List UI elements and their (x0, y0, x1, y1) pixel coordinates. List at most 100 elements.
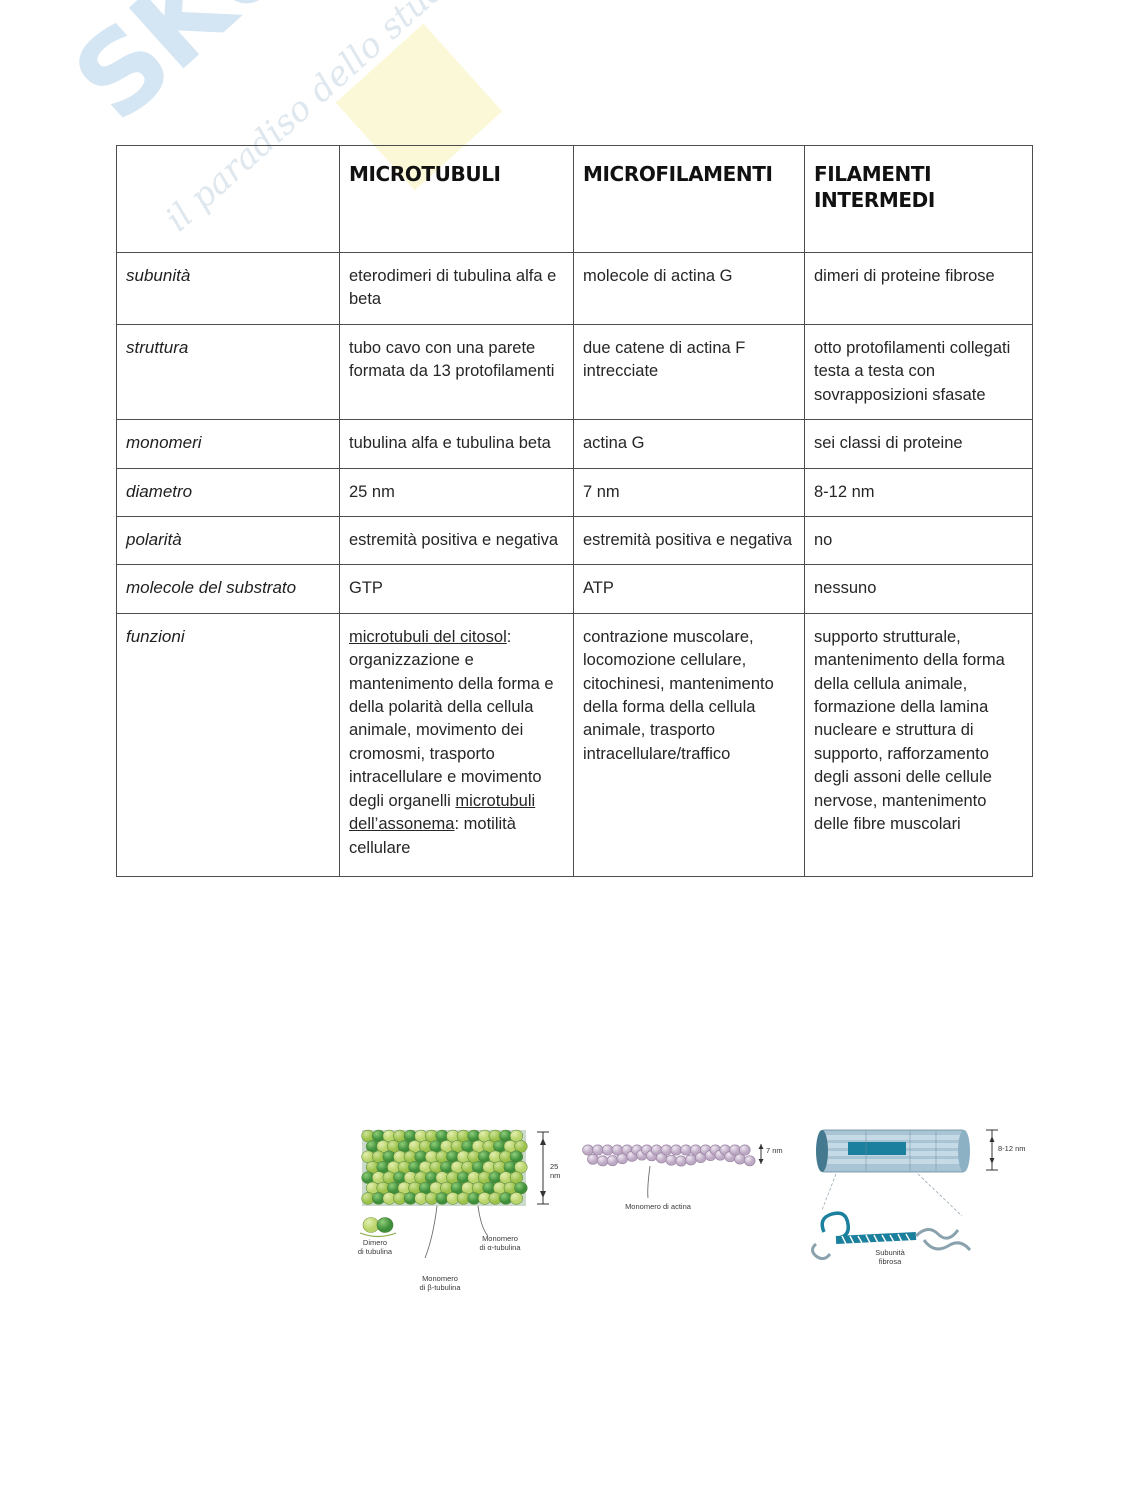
cell-underlined-term: microtubuli dell’assonema (349, 791, 536, 834)
table-header-row: MICROTUBULI MICROFILAMENTI FILAMENTI INT… (116, 145, 1033, 253)
cell-diametro-microfilamenti: 7 nm (573, 467, 805, 517)
microfilament-dimension-marker (758, 1144, 764, 1164)
cell-subunita-microtubuli: eterodimeri di tubulina alfa e beta (339, 252, 574, 325)
intermediate-dimension-marker (986, 1129, 998, 1171)
cell-text: eterodimeri di tubulina alfa e beta (349, 267, 557, 309)
intermediate-filament-illustration (811, 1129, 998, 1261)
row-label-text: funzioni (126, 626, 185, 646)
cell-substrato-microtubuli: GTP (339, 564, 574, 614)
cell-text: supporto strutturale, mantenimento della… (814, 627, 1005, 834)
fibrous-subunit-label: Subunità fibrosa (875, 1248, 905, 1267)
cell-text: otto protofilamenti collegati testa a te… (814, 338, 1011, 404)
cell-struttura-microtubuli: tubo cavo con una parete formata da 13 p… (339, 323, 574, 421)
cell-text: tubulina alfa e tubulina beta (349, 434, 551, 453)
table-row: diametro 25 nm 7 nm 8-12 nm (116, 467, 1033, 517)
microtubule-beta-monomer-label: Monomero di β-tubulina (419, 1274, 461, 1293)
microfilament-illustration (582, 1144, 764, 1199)
row-label-funzioni: funzioni (116, 612, 340, 878)
cell-monomeri-microtubuli: tubulina alfa e tubulina beta (339, 419, 574, 469)
cell-substrato-filamenti-intermedi: nessuno (804, 564, 1033, 614)
microtubule-illustration (359, 1129, 549, 1259)
cell-diametro-filamenti-intermedi: 8-12 nm (804, 467, 1033, 517)
row-label-subunita: subunità (116, 252, 340, 325)
watermark-brand-text: SKUOLA (50, 0, 498, 147)
header-label-filamenti-intermedi: FILAMENTI INTERMEDI (814, 162, 935, 213)
microfilament-dimension-label: 7 nm (766, 1146, 783, 1155)
intermediate-zoom-lines (821, 1173, 963, 1217)
cell-text: : organizzazione e mantenimento della fo… (349, 627, 554, 810)
header-cell-empty (116, 145, 340, 253)
cell-text: sei classi di proteine (814, 434, 963, 453)
microtubule-dimer-label: Dimero di tubulina (357, 1238, 393, 1257)
table-row: monomeri tubulina alfa e tubulina beta a… (116, 419, 1033, 469)
figures-row: 25 nm Dimero di tubulina Monomero di α-t… (116, 1122, 1032, 1322)
microtubule-dimension-marker (537, 1131, 549, 1205)
cell-struttura-filamenti-intermedi: otto protofilamenti collegati testa a te… (804, 323, 1033, 421)
row-label-text: subunità (126, 266, 191, 285)
fibrous-subunit-coil (811, 1211, 972, 1261)
cell-text: molecole di actina G (583, 267, 733, 285)
cell-text: due catene di actina F intrecciate (583, 338, 746, 381)
header-cell-microfilamenti: MICROFILAMENTI (573, 145, 805, 253)
table-row: funzioni microtubuli del citosol: organi… (116, 612, 1033, 878)
header-label-microtubuli: MICROTUBULI (349, 162, 501, 186)
intermediate-filament-tube (816, 1129, 970, 1173)
cell-polarita-microfilamenti: estremità positiva e negativa (573, 515, 805, 566)
row-label-diametro: diametro (116, 467, 340, 517)
microtubule-alpha-monomer-label: Monomero di α-tubulina (479, 1234, 521, 1253)
watermark-brand: SKUOLA.net (50, 0, 603, 147)
cell-funzioni-filamenti-intermedi: supporto strutturale, mantenimento della… (804, 612, 1033, 878)
cell-polarita-filamenti-intermedi: no (804, 515, 1033, 566)
cell-text: estremità positiva e negativa (349, 530, 559, 549)
cell-substrato-microfilamenti: ATP (573, 564, 805, 614)
row-label-text: monomeri (126, 433, 202, 453)
row-label-monomeri: monomeri (116, 419, 340, 469)
row-label-text: diametro (126, 481, 193, 501)
cell-text: ATP (583, 579, 614, 598)
table-row: struttura tubo cavo con una parete forma… (116, 323, 1033, 421)
actin-monomer-label: Monomero di actina (625, 1202, 691, 1211)
cell-text: GTP (349, 579, 383, 598)
header-cell-microtubuli: MICROTUBULI (339, 145, 574, 253)
cell-text: estremità positiva e negativa (583, 530, 793, 549)
cell-text: 25 nm (349, 482, 395, 501)
row-label-struttura: struttura (116, 323, 340, 421)
row-label-text: polarità (126, 529, 182, 549)
cell-text: 8-12 nm (814, 482, 875, 501)
cell-struttura-microfilamenti: due catene di actina F intrecciate (573, 323, 805, 421)
cell-text: no (814, 530, 833, 549)
cell-text: : motilità cellulare (349, 815, 516, 857)
cell-monomeri-filamenti-intermedi: sei classi di proteine (804, 419, 1033, 469)
cytoskeleton-comparison-table: MICROTUBULI MICROFILAMENTI FILAMENTI INT… (116, 145, 1033, 878)
cell-text: 7 nm (583, 482, 620, 501)
table-row: polarità estremità positiva e negativa e… (116, 515, 1033, 566)
row-label-molecole-del-substrato: molecole del substrato (116, 564, 340, 614)
header-label-microfilamenti: MICROFILAMENTI (583, 162, 773, 186)
header-cell-filamenti-intermedi: FILAMENTI INTERMEDI (804, 145, 1033, 253)
cell-text: contrazione muscolare, locomozione cellu… (583, 627, 774, 763)
row-label-text: molecole del substrato (126, 578, 297, 598)
microtubule-body (361, 1129, 528, 1206)
cell-subunita-microfilamenti: molecole di actina G (573, 252, 805, 325)
cell-diametro-microtubuli: 25 nm (339, 467, 574, 517)
cell-subunita-filamenti-intermedi: dimeri di proteine fibrose (804, 252, 1033, 325)
actin-monomer-chain (582, 1144, 756, 1167)
cell-monomeri-microfilamenti: actina G (573, 419, 805, 469)
microtubule-dimer-inset (359, 1217, 397, 1238)
cell-funzioni-microfilamenti: contrazione muscolare, locomozione cellu… (573, 612, 805, 878)
cell-funzioni-microtubuli: microtubuli del citosol: organizzazione … (339, 612, 574, 878)
comparison-table-container: MICROTUBULI MICROFILAMENTI FILAMENTI INT… (116, 145, 1033, 878)
microfilament-leader-line (647, 1165, 651, 1199)
cell-text: dimeri di proteine fibrose (814, 267, 995, 285)
cell-underlined-term: microtubuli del citosol (349, 627, 507, 646)
microtubule-dimension-label: 25 nm (550, 1162, 561, 1180)
cell-polarita-microtubuli: estremità positiva e negativa (339, 515, 574, 566)
intermediate-dimension-label: 8-12 nm (998, 1144, 1026, 1153)
cell-text: tubo cavo con una parete formata da 13 p… (349, 338, 555, 381)
microtubule-figure: 25 nm Dimero di tubulina Monomero di α-t… (338, 1122, 568, 1312)
table-row: molecole del substrato GTP ATP nessuno (116, 564, 1033, 614)
intermediate-filament-figure: 8-12 nm Subunità fibrosa (806, 1122, 1032, 1282)
table-row: subunità eterodimeri di tubulina alfa e … (116, 252, 1033, 325)
row-label-polarita: polarità (116, 515, 340, 566)
microfilament-figure: 7 nm Monomero di actina (578, 1122, 793, 1242)
